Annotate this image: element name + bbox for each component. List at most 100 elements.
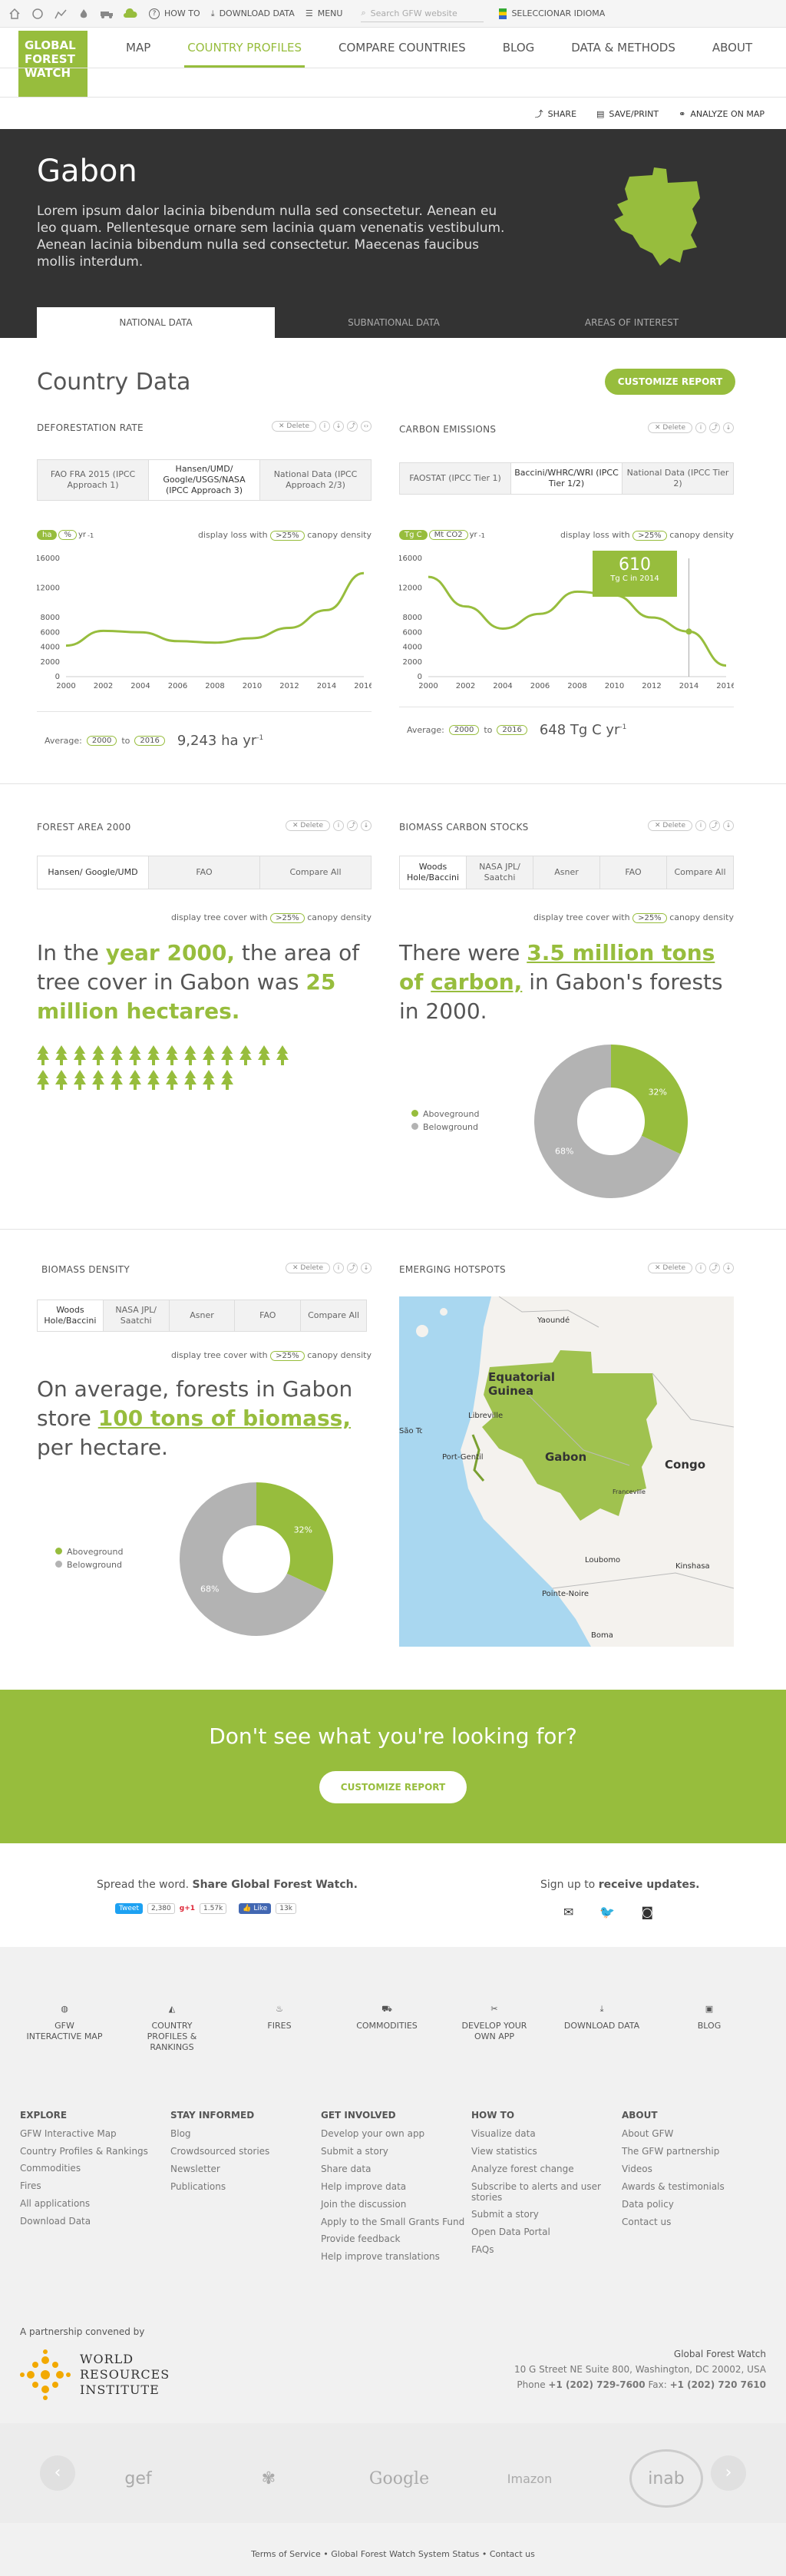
source-option[interactable]: Woods Hole/Baccini [400, 856, 466, 889]
source-option[interactable]: Hansen/ Google/UMD [38, 856, 148, 889]
footer-link[interactable]: Videos [622, 2164, 652, 2174]
footer-link[interactable]: Share data [321, 2164, 372, 2174]
source-option[interactable]: Asner [168, 1300, 235, 1331]
search-input[interactable]: ⌕ Search GFW website [361, 5, 484, 22]
nav-about[interactable]: ABOUT [712, 41, 753, 55]
tab-areas-of-interest[interactable]: AREAS OF INTEREST [584, 317, 679, 328]
source-option[interactable]: Hansen/UMD/ Google/USGS/NASA (IPCC Appro… [148, 460, 259, 500]
nav-country-profiles[interactable]: COUNTRY PROFILES [169, 28, 320, 68]
unit-ha[interactable]: ha [37, 530, 58, 540]
to-year-select[interactable]: 2016 [497, 725, 527, 735]
carousel-prev-button[interactable]: ‹ [40, 2455, 75, 2491]
unit-pct[interactable]: % [58, 530, 77, 540]
source-option[interactable]: Woods Hole/Baccini [38, 1300, 103, 1331]
carousel-next-button[interactable]: › [711, 2455, 746, 2491]
download-icon[interactable]: ↓ [361, 1263, 372, 1273]
download-icon[interactable]: ↓ [361, 820, 372, 831]
share-icon[interactable]: ⤴ [347, 421, 358, 432]
canopy-density-select[interactable]: >25% [270, 531, 305, 541]
share-icon[interactable]: ⤴ [347, 1263, 358, 1273]
info-icon[interactable]: i [319, 421, 330, 432]
footer-link[interactable]: Download Data [20, 2216, 91, 2227]
truck-icon[interactable] [98, 5, 115, 22]
footer-link[interactable]: The GFW partnership [622, 2146, 720, 2157]
share-button[interactable]: ⤴ SHARE [534, 109, 577, 119]
download-icon[interactable]: ↓ [723, 820, 734, 831]
nav-map[interactable]: MAP [126, 41, 151, 55]
info-icon[interactable]: i [695, 1263, 706, 1273]
email-icon[interactable]: ✉ [563, 1905, 574, 1919]
footer-link[interactable]: Help improve translations [321, 2251, 440, 2262]
share-icon[interactable]: ⤴ [347, 820, 358, 831]
download-data-link[interactable]: ⤓ DOWNLOAD DATA [210, 8, 295, 19]
share-icon[interactable]: ⤴ [709, 422, 720, 433]
footer-link[interactable]: FAQs [471, 2244, 494, 2255]
footer-link-develop-app[interactable]: ✂ DEVELOP YOUR OWN APP [456, 1998, 533, 2053]
nav-compare-countries[interactable]: COMPARE COUNTRIES [338, 41, 466, 55]
source-option[interactable]: FAO [148, 856, 259, 889]
source-option[interactable]: FAO [599, 856, 666, 889]
like-button[interactable]: 👍 Like [239, 1903, 272, 1914]
partner-logo-gef[interactable]: gef [124, 2468, 152, 2488]
delete-button[interactable]: ✕ Delete [286, 820, 330, 831]
unit-mtco2[interactable]: Mt CO2 [428, 530, 468, 540]
partner-logo-imazon[interactable]: Imazon [507, 2471, 553, 2486]
canopy-density-select[interactable]: >25% [632, 913, 667, 923]
stats-icon[interactable] [52, 5, 69, 22]
footer-link[interactable]: Subscribe to alerts and user stories [471, 2181, 601, 2203]
source-option[interactable]: NASA JPL/ Saatchi [466, 856, 533, 889]
footer-link[interactable]: Blog [170, 2128, 191, 2139]
analyze-on-map-button[interactable]: ⚭ ANALYZE ON MAP [679, 108, 765, 119]
unit-tgc[interactable]: Tg C [399, 530, 428, 540]
source-option[interactable]: NASA JPL/ Saatchi [102, 1300, 169, 1331]
gplus-button[interactable]: g+1 [179, 1905, 195, 1912]
footer-link[interactable]: Publications [170, 2181, 226, 2192]
info-icon[interactable]: i [333, 820, 344, 831]
source-option[interactable]: Compare All [259, 856, 371, 889]
save-print-button[interactable]: ▤ SAVE/PRINT [596, 108, 659, 119]
info-icon[interactable]: i [695, 422, 706, 433]
download-icon[interactable]: ↓ [333, 421, 344, 432]
download-icon[interactable]: ↓ [723, 422, 734, 433]
customize-report-button[interactable]: CUSTOMIZE REPORT [605, 369, 735, 395]
from-year-select[interactable]: 2000 [448, 725, 480, 735]
embed-icon[interactable]: ‹› [361, 421, 372, 432]
twitter-icon[interactable]: 🐦 [599, 1905, 616, 1919]
delete-button[interactable]: ✕ Delete [272, 421, 316, 432]
cta-customize-button[interactable]: CUSTOMIZE REPORT [319, 1771, 467, 1803]
source-option[interactable]: FAO [234, 1300, 300, 1331]
footer-link[interactable]: Commodities [20, 2163, 81, 2174]
wri-logo[interactable]: WORLD RESOURCES INSTITUTE [20, 2349, 170, 2400]
canopy-density-select[interactable]: >25% [270, 1351, 305, 1361]
footer-link[interactable]: Newsletter [170, 2164, 220, 2174]
source-option[interactable]: Compare All [300, 1300, 366, 1331]
canopy-density-select[interactable]: >25% [632, 531, 667, 541]
delete-button[interactable]: ✕ Delete [286, 1263, 330, 1273]
delete-button[interactable]: ✕ Delete [648, 1263, 692, 1273]
nav-blog[interactable]: BLOG [502, 41, 535, 55]
footer-link[interactable]: Data policy [622, 2199, 674, 2210]
partner-logo-emblem[interactable]: ✾ [261, 2468, 276, 2488]
partner-logo-inab[interactable]: inab [629, 2449, 703, 2508]
footer-link[interactable]: Develop your own app [321, 2128, 425, 2139]
footer-link[interactable]: GFW Interactive Map [20, 2128, 117, 2139]
how-to-link[interactable]: ? HOW TO [149, 8, 200, 19]
footer-link[interactable]: Fires [20, 2180, 41, 2191]
source-option[interactable]: FAOSTAT (IPCC Tier 1) [409, 473, 501, 483]
footer-link-country-profiles[interactable]: ◭ COUNTRY PROFILES & RANKINGS [134, 1998, 210, 2053]
share-icon[interactable]: ⤴ [709, 820, 720, 831]
home-icon[interactable] [6, 5, 23, 22]
delete-button[interactable]: ✕ Delete [648, 422, 692, 433]
footer-link[interactable]: Country Profiles & Rankings [20, 2146, 148, 2157]
share-icon[interactable]: ⤴ [709, 1263, 720, 1273]
footer-link[interactable]: Awards & testimonials [622, 2181, 725, 2192]
nav-data-methods[interactable]: DATA & METHODS [571, 41, 675, 55]
delete-button[interactable]: ✕ Delete [648, 820, 692, 831]
gfw-logo[interactable]: GLOBAL FOREST WATCH [18, 31, 88, 97]
bottom-links[interactable]: Terms of Service • Global Forest Watch S… [251, 2549, 535, 2559]
tab-subnational-data[interactable]: SUBNATIONAL DATA [348, 317, 440, 328]
from-year-select[interactable]: 2000 [86, 736, 117, 746]
footer-link-download-data[interactable]: ⤓ DOWNLOAD DATA [563, 1998, 640, 2053]
footer-link[interactable]: Join the discussion [321, 2199, 407, 2210]
footer-link[interactable]: Provide feedback [321, 2233, 401, 2244]
